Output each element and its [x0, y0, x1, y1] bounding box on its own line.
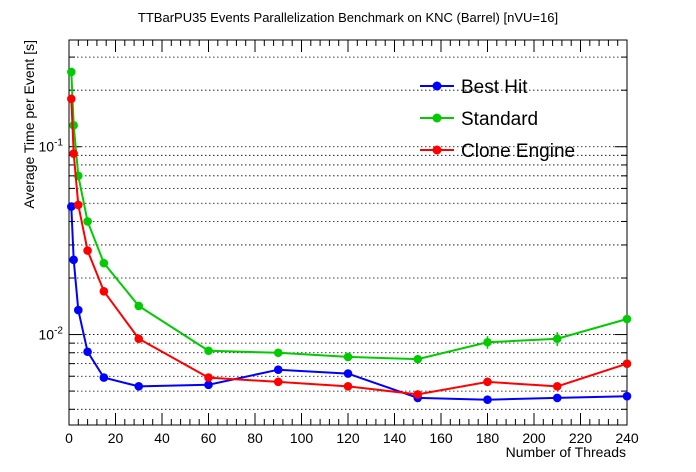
x-tick-label: 60 [201, 430, 217, 446]
data-point [204, 380, 213, 390]
legend-label: Clone Engine [461, 141, 575, 162]
data-point [74, 305, 83, 315]
data-point [273, 377, 283, 387]
data-point [273, 365, 283, 375]
data-point [622, 314, 632, 324]
data-point [552, 382, 562, 391]
data-point [273, 348, 283, 358]
data-point [99, 286, 109, 296]
data-point [204, 346, 213, 356]
data-point [83, 217, 92, 226]
data-point [134, 301, 144, 311]
data-point [83, 347, 92, 357]
legend-swatch-marker [432, 113, 442, 123]
data-point [204, 373, 213, 382]
x-tick-label: 20 [108, 430, 124, 446]
x-tick-label: 220 [569, 430, 593, 446]
data-point [483, 395, 492, 404]
x-tick-label: 160 [429, 430, 453, 446]
data-point [622, 359, 632, 368]
data-point [483, 337, 492, 347]
plot-frame [68, 39, 628, 426]
x-tick-label: 100 [290, 430, 314, 446]
legend-label: Standard [461, 109, 538, 130]
data-point [99, 258, 109, 268]
data-point [74, 200, 83, 210]
y-tick-label: 10-1 [39, 138, 64, 155]
x-tick-label: 180 [476, 430, 500, 446]
x-tick-label: 200 [522, 430, 546, 446]
data-point [343, 352, 353, 362]
series-line [70, 71, 628, 361]
legend-swatch-marker [432, 145, 442, 155]
axes: 0 20 40 60 80 100 120 140 160 180 200 220 240 10-1 10-… [39, 39, 639, 446]
x-axis-label: Number of Threads [506, 444, 626, 460]
legend: Best Hit Standard Clone Engine [420, 77, 575, 162]
data-point [343, 382, 353, 391]
data-point [552, 393, 562, 403]
data-point [67, 67, 76, 77]
data-point [69, 149, 78, 158]
chart-title: TTBarPU35 Events Parallelization Benchma… [138, 10, 558, 25]
x-tick-label: 0 [65, 430, 73, 446]
data-point [67, 202, 76, 211]
x-tick-label: 140 [383, 430, 407, 446]
x-tick-label: 240 [615, 430, 639, 446]
data-point [134, 334, 144, 344]
x-tick-label: 40 [154, 430, 170, 446]
data-point [69, 255, 78, 265]
data-point [413, 354, 423, 364]
data-point [83, 246, 92, 255]
data-point [134, 382, 144, 391]
data-point [622, 391, 632, 401]
x-tick-label: 120 [336, 430, 360, 446]
y-tick-label: 10-2 [39, 326, 64, 343]
data-series [67, 67, 632, 404]
data-point [552, 334, 562, 344]
data-point [483, 377, 492, 387]
data-point [99, 373, 109, 382]
data-point [413, 390, 423, 399]
data-point [343, 369, 353, 378]
data-point [67, 94, 76, 104]
legend-label: Best Hit [461, 77, 528, 98]
x-tick-label: 80 [247, 430, 263, 446]
legend-swatch-marker [432, 81, 442, 91]
y-axis-label: Average Time per Event [s] [21, 40, 37, 209]
gridlines [69, 56, 627, 410]
data-point [69, 121, 78, 130]
